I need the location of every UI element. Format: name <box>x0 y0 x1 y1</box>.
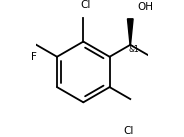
Text: &1: &1 <box>129 45 140 54</box>
Text: OH: OH <box>137 2 153 12</box>
Polygon shape <box>128 19 133 45</box>
Text: F: F <box>31 52 36 62</box>
Text: Cl: Cl <box>124 126 134 136</box>
Text: Cl: Cl <box>80 0 91 10</box>
